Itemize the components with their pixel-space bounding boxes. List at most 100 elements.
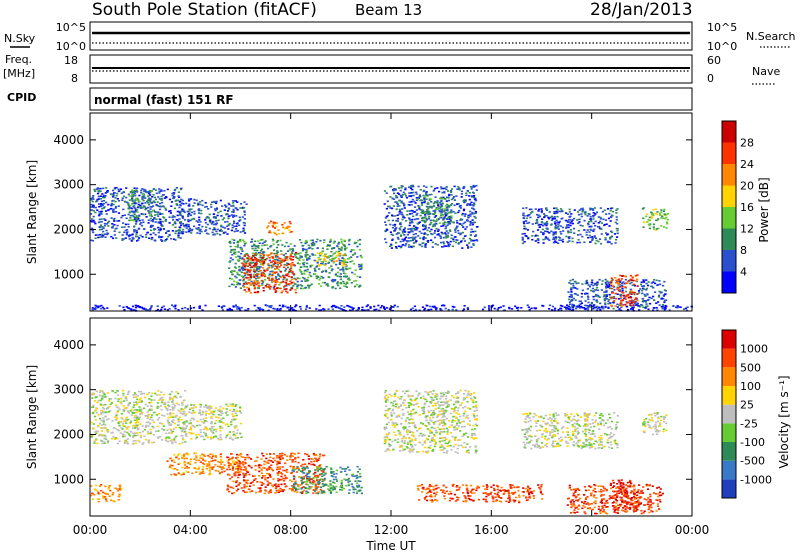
data-cell	[217, 215, 219, 217]
data-cell	[550, 224, 552, 226]
data-cell	[102, 397, 104, 399]
data-cell	[447, 190, 449, 192]
data-cell	[680, 306, 682, 308]
data-cell	[98, 206, 100, 208]
data-cell	[282, 233, 284, 235]
data-cell	[284, 270, 286, 272]
data-cell	[556, 209, 558, 211]
data-cell	[185, 413, 187, 415]
data-cell	[664, 300, 666, 302]
data-cell	[392, 220, 394, 222]
data-cell	[562, 239, 564, 241]
data-cell	[169, 222, 171, 224]
data-cell	[145, 234, 147, 236]
data-cell	[577, 211, 579, 213]
data-cell	[204, 305, 206, 307]
data-cell	[272, 281, 274, 283]
data-cell	[241, 250, 243, 252]
colorbar-swatch	[722, 250, 736, 272]
data-cell	[126, 441, 128, 443]
data-cell	[132, 413, 134, 415]
data-cell	[185, 435, 187, 437]
data-cell	[172, 416, 174, 418]
data-cell	[203, 432, 205, 434]
data-cell	[613, 308, 615, 310]
data-cell	[433, 224, 435, 226]
data-cell	[302, 259, 304, 261]
data-cell	[153, 442, 155, 444]
freq-tick-low: 8	[71, 72, 78, 85]
data-cell	[472, 222, 474, 224]
data-cell	[360, 255, 362, 257]
data-cell	[209, 228, 211, 230]
data-cell	[271, 252, 273, 254]
data-cell	[463, 308, 465, 310]
data-cell	[172, 219, 174, 221]
data-cell	[215, 220, 217, 222]
data-cell	[133, 409, 135, 411]
data-cell	[106, 307, 108, 309]
data-cell	[373, 309, 375, 311]
data-cell	[425, 186, 427, 188]
data-cell	[471, 212, 473, 214]
data-cell	[281, 292, 283, 294]
data-cell	[181, 210, 183, 212]
data-cell	[185, 420, 187, 422]
data-cell	[307, 277, 309, 279]
data-cell	[255, 258, 257, 260]
data-cell	[270, 464, 272, 466]
data-cell	[220, 412, 222, 414]
data-cell	[134, 392, 136, 394]
data-cell	[467, 307, 469, 309]
data-cell	[616, 219, 618, 221]
data-cell	[541, 221, 543, 223]
data-cell	[241, 257, 243, 259]
data-cell	[409, 228, 411, 230]
data-cell	[413, 225, 415, 227]
data-cell	[472, 224, 474, 226]
data-cell	[103, 421, 105, 423]
data-cell	[261, 239, 263, 241]
data-cell	[118, 430, 120, 432]
data-cell	[473, 216, 475, 218]
data-cell	[454, 212, 456, 214]
data-cell	[625, 296, 627, 298]
data-cell	[178, 424, 180, 426]
data-cell	[211, 418, 213, 420]
data-cell	[381, 305, 383, 307]
data-cell	[238, 266, 240, 268]
data-cell	[289, 258, 291, 260]
data-cell	[101, 221, 103, 223]
data-cell	[633, 284, 635, 286]
data-cell	[409, 225, 411, 227]
data-cell	[136, 424, 138, 426]
data-cell	[287, 267, 289, 269]
data-cell	[582, 290, 584, 292]
data-cell	[233, 284, 235, 286]
data-cell	[461, 196, 463, 198]
data-cell	[272, 257, 274, 259]
data-cell	[110, 404, 112, 406]
data-cell	[135, 422, 137, 424]
data-cell	[191, 418, 193, 420]
data-cell	[96, 402, 98, 404]
data-cell	[560, 233, 562, 235]
data-cell	[450, 215, 452, 217]
data-cell	[609, 302, 611, 304]
data-cell	[130, 215, 132, 217]
data-cell	[171, 406, 173, 408]
data-cell	[167, 441, 169, 443]
data-cell	[440, 226, 442, 228]
data-cell	[555, 233, 557, 235]
data-cell	[588, 214, 590, 216]
data-cell	[641, 293, 643, 295]
data-cell	[162, 221, 164, 223]
data-cell	[160, 239, 162, 241]
data-cell	[436, 187, 438, 189]
data-cell	[630, 289, 632, 291]
data-cell	[158, 417, 160, 419]
data-cell	[92, 240, 94, 242]
data-cell	[132, 234, 134, 236]
data-cell	[568, 236, 570, 238]
data-cell	[613, 298, 615, 300]
